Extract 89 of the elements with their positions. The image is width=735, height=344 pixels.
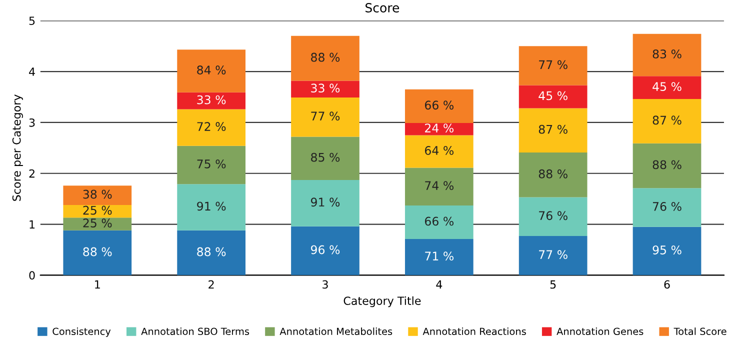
x-tick-label: 2 <box>208 280 214 289</box>
bar <box>177 109 246 146</box>
legend-label: Annotation SBO Terms <box>141 328 250 336</box>
data-label: 88 % <box>311 52 340 62</box>
bar <box>291 80 360 98</box>
data-label: 71 % <box>425 252 454 261</box>
data-label: 25 % <box>83 206 112 215</box>
data-label: 88 % <box>83 247 112 256</box>
legend-label: Total Score <box>674 328 726 336</box>
bar <box>63 230 132 276</box>
bar <box>404 205 474 240</box>
bar <box>177 146 246 184</box>
data-label: 87 % <box>538 124 568 134</box>
y-tick-label: 0 <box>29 271 35 280</box>
bar <box>63 218 132 230</box>
bar <box>632 99 702 144</box>
bar <box>404 135 474 168</box>
bar <box>518 108 588 152</box>
data-label: 45 % <box>538 91 568 100</box>
data-label: 88 % <box>652 160 682 170</box>
data-label: 77 % <box>539 60 568 70</box>
bar <box>518 152 588 198</box>
legend-label: Annotation Genes <box>556 328 644 336</box>
data-label: 45 % <box>652 82 682 92</box>
data-label: 84 % <box>197 66 226 74</box>
bar <box>177 50 246 92</box>
x-tick-label: 1 <box>95 280 100 289</box>
data-label: 66 % <box>424 100 454 110</box>
bar <box>63 186 132 205</box>
data-label: 91 % <box>197 202 226 211</box>
y-tick-label: 2 <box>29 169 34 178</box>
data-label: 66 % <box>424 216 454 226</box>
bar <box>518 197 588 236</box>
data-label: 25 % <box>83 218 112 228</box>
y-tick-label: 3 <box>29 118 35 127</box>
data-label: 72 % <box>197 122 226 131</box>
legend-label: Annotation Metabolites <box>280 328 392 336</box>
bar <box>404 122 474 136</box>
bar <box>404 89 474 123</box>
data-label: 95 % <box>652 246 682 254</box>
y-tick-label: 5 <box>29 16 35 26</box>
data-label: 76 % <box>652 202 682 211</box>
chart-title: Score <box>366 3 400 12</box>
x-axis-title: Category Title <box>344 296 421 308</box>
x-tick-label: 3 <box>322 280 328 289</box>
data-label: 85 % <box>311 152 340 162</box>
bar <box>632 188 702 227</box>
data-label: 96 % <box>310 245 340 254</box>
data-label: 76 % <box>539 211 568 220</box>
bar <box>632 226 702 276</box>
bar <box>291 36 360 81</box>
data-label: 91 % <box>310 198 340 207</box>
data-label: 64 % <box>424 146 454 155</box>
bar <box>177 92 246 110</box>
bar <box>518 85 588 108</box>
x-tick-label: 6 <box>664 280 670 289</box>
x-tick-label: 5 <box>550 280 556 289</box>
bar <box>63 204 132 218</box>
bar <box>404 239 474 276</box>
data-label: 87 % <box>652 116 682 125</box>
bar <box>291 180 360 226</box>
data-label: 33 % <box>311 84 340 93</box>
y-axis-title: Score per Category <box>12 94 23 201</box>
bar <box>291 136 360 180</box>
bar <box>177 184 246 230</box>
data-label: 38 % <box>83 190 112 199</box>
bar <box>291 98 360 137</box>
bar <box>177 230 246 276</box>
legend-label: Consistency <box>52 328 111 337</box>
bar <box>518 236 588 276</box>
bar <box>404 168 474 206</box>
x-tick-label: 4 <box>436 280 442 289</box>
bar <box>632 34 702 76</box>
data-label: 74 % <box>425 181 454 190</box>
data-label: 24 % <box>425 124 454 133</box>
legend-label: Annotation Reactions <box>422 328 526 336</box>
y-tick-label: 4 <box>29 68 35 76</box>
data-label: 88 % <box>538 169 568 178</box>
bar <box>632 143 702 188</box>
data-label: 77 % <box>311 112 340 121</box>
bar <box>291 226 360 276</box>
bar <box>632 76 702 100</box>
data-label: 75 % <box>197 159 226 168</box>
bar <box>518 46 588 86</box>
data-label: 88 % <box>197 247 226 256</box>
data-label: 83 % <box>652 50 682 58</box>
data-label: 33 % <box>197 95 226 104</box>
y-tick-label: 1 <box>30 220 35 229</box>
data-label: 77 % <box>539 250 568 260</box>
